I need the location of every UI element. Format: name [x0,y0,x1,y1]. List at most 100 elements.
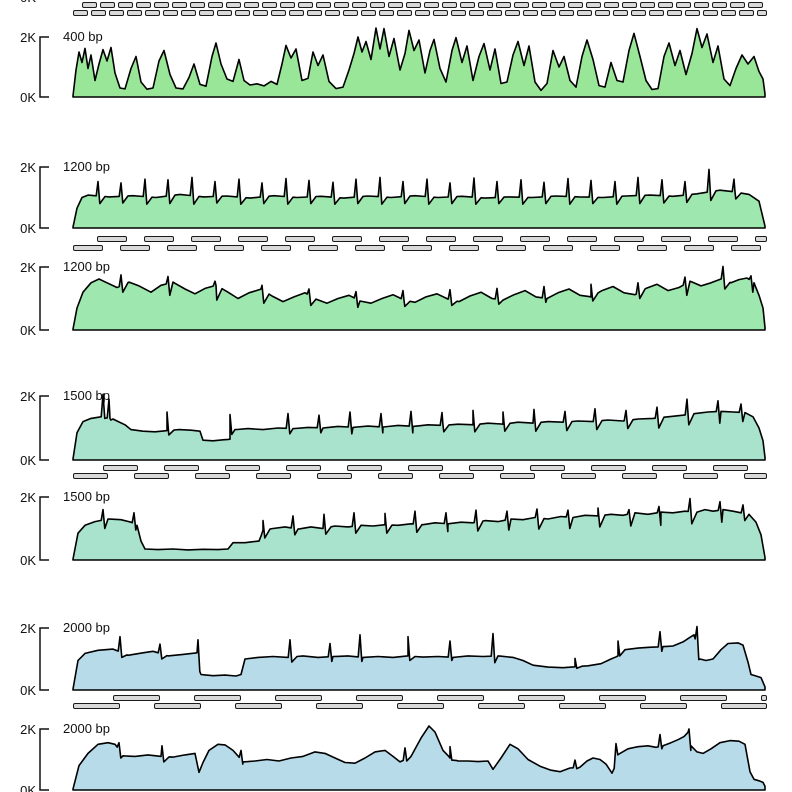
probe-tile [109,10,124,16]
probe-tile [640,703,687,709]
panel-title-1200bp-3: 1200 bp [63,259,110,274]
probe-tile [613,10,628,16]
probe-tile [713,465,748,471]
probe-tile [712,2,727,8]
probe-tile [91,10,106,16]
probe-tile [543,245,573,251]
probe-tile [113,695,160,701]
probe-tile [271,10,286,16]
probe-tile [514,2,529,8]
axis-tick-label: 0K [20,453,36,468]
probe-tile [325,10,340,16]
probe-tile [559,703,606,709]
probe-tile [163,10,178,16]
probe-tile [730,2,745,8]
probe-tile [433,10,448,16]
probe-tile [505,10,520,16]
probe-tile [332,236,362,242]
y-axis-bracket [39,395,49,461]
probe-tile [347,465,382,471]
axis-tick-label: 0K [20,683,36,698]
probe-tile [559,10,574,16]
probe-tile [194,695,241,701]
probe-tile [667,10,682,16]
probe-tile [238,236,268,242]
axis-tick-label: 2K [20,160,36,175]
probe-tile [676,2,691,8]
probe-tile [408,465,443,471]
axis-tick-label: 2K [20,30,36,45]
probe-tile [567,236,597,242]
probe-tile [388,2,403,8]
probe-tile [97,236,127,242]
probe-tile [415,10,430,16]
probe-tile [235,703,282,709]
probe-tile [744,473,767,479]
panel-title-1200bp-2: 1200 bp [63,159,110,174]
panel-title-1500bp-4: 1500 bp [63,388,110,403]
y-axis-bracket [39,36,49,98]
axis-tick-label: 2K [20,621,36,636]
probe-tile [473,236,503,242]
probe-tile [500,473,535,479]
probe-tile [286,465,321,471]
probe-tile [649,10,664,16]
probe-tile [100,2,115,8]
probe-tile [442,2,457,8]
probe-tile [379,10,394,16]
probe-tile [561,473,596,479]
probe-tile [469,10,484,16]
probe-tile [172,2,187,8]
probe-tile [316,2,331,8]
probe-tile [520,236,550,242]
axis-tick-label: 0K [20,783,36,792]
axis-tick-label: 0K [20,553,36,568]
probe-tile [214,245,244,251]
axis-tick-label: 2K [20,722,36,737]
probe-tile [658,2,673,8]
probe-tile [167,245,197,251]
probe-tile [622,473,657,479]
probe-tile [317,473,352,479]
probe-tile [530,465,565,471]
probe-tile [316,703,363,709]
coverage-area-1500bp-5 [72,497,766,561]
probe-tile [136,2,151,8]
probe-tile [708,236,738,242]
probe-tile [739,10,754,16]
y-axis-bracket [39,166,49,229]
probe-tile [703,10,718,16]
probe-tile [118,2,133,8]
probe-tile [256,473,291,479]
probe-tile [164,465,199,471]
probe-tile [235,10,250,16]
y-axis-bracket [39,496,49,561]
probe-tile [449,245,479,251]
probe-tile [402,245,432,251]
probe-tile [721,703,767,709]
axis-tick-label: 0K [20,221,36,236]
probe-tile [684,245,714,251]
probe-tile [478,703,525,709]
panel-title-2000bp-6: 2000 bp [63,620,110,635]
probe-tile [591,465,626,471]
probe-tile [120,245,150,251]
probe-tile [487,10,502,16]
probe-tile [244,2,259,8]
probe-tile [424,2,439,8]
probe-tile [261,245,291,251]
probe-tile [397,703,444,709]
probe-tile [289,10,304,16]
probe-tile [757,10,767,16]
probe-tile [439,473,474,479]
probe-tile [145,10,160,16]
probe-tile [275,695,322,701]
probe-tile [586,2,601,8]
probe-tile [225,465,260,471]
probe-tile [437,695,484,701]
probe-tile [550,2,565,8]
probe-tile [144,236,174,242]
probe-tile [460,2,475,8]
probe-tile [199,10,214,16]
